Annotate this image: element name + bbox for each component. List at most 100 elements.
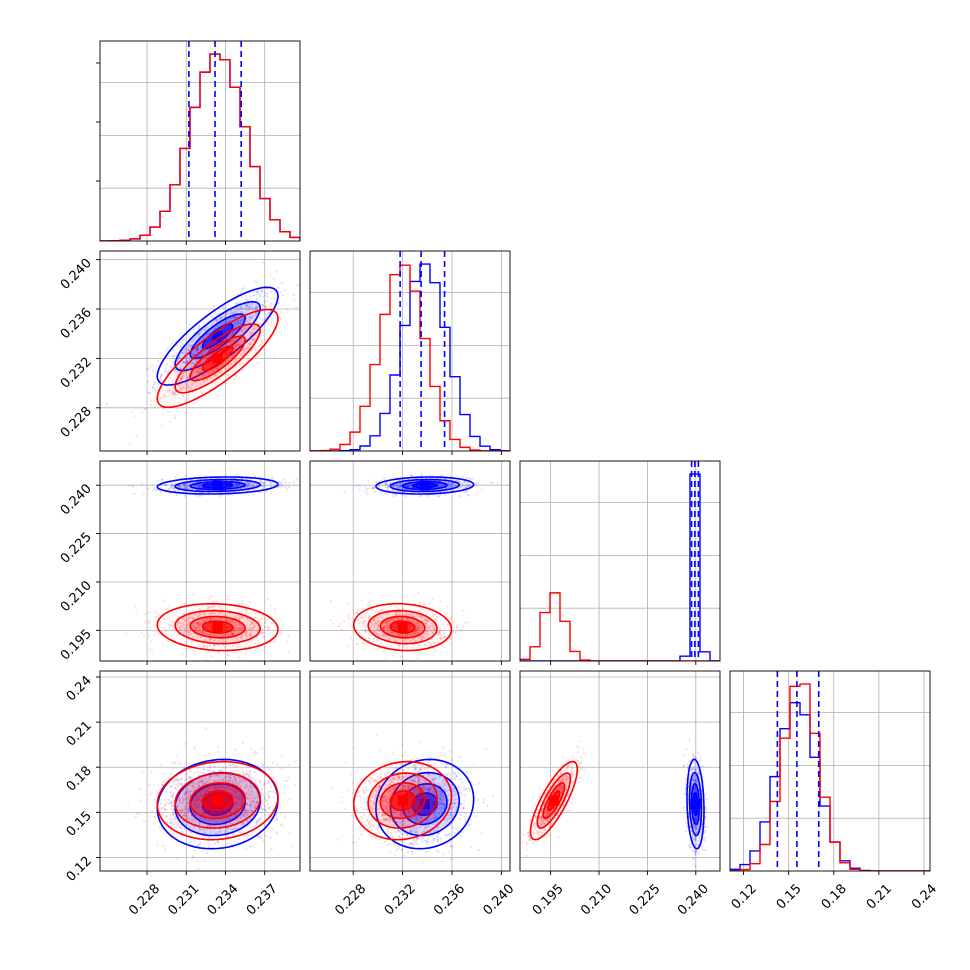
scatter-point bbox=[183, 400, 187, 403]
scatter-point bbox=[253, 331, 256, 334]
scatter-point bbox=[152, 487, 155, 490]
scatter-point bbox=[201, 631, 204, 634]
scatter-point bbox=[178, 621, 181, 624]
scatter-point bbox=[171, 391, 174, 394]
scatter-point bbox=[188, 397, 191, 400]
scatter-point bbox=[409, 484, 412, 487]
scatter-point bbox=[197, 371, 200, 374]
scatter-point bbox=[198, 325, 201, 328]
scatter-point bbox=[206, 371, 209, 374]
scatter-point bbox=[256, 630, 259, 633]
scatter-point bbox=[219, 605, 222, 608]
scatter-point bbox=[199, 371, 202, 375]
scatter-point bbox=[140, 483, 143, 486]
scatter-point bbox=[450, 485, 453, 488]
scatter-point bbox=[231, 633, 234, 636]
scatter-point bbox=[261, 631, 264, 634]
scatter-point bbox=[343, 491, 346, 494]
scatter-point bbox=[254, 348, 257, 351]
scatter-point bbox=[191, 353, 194, 356]
scatter-point bbox=[463, 481, 466, 484]
scatter-point bbox=[182, 483, 185, 486]
scatter-point bbox=[206, 332, 209, 335]
scatter-point bbox=[447, 486, 451, 489]
scatter-point bbox=[238, 623, 241, 627]
scatter-point bbox=[214, 612, 217, 616]
scatter-point bbox=[160, 400, 163, 404]
scatter-point bbox=[199, 484, 202, 488]
scatter-point bbox=[305, 294, 307, 296]
scatter-point bbox=[207, 607, 210, 610]
scatter-point bbox=[219, 633, 222, 637]
scatter-point bbox=[200, 613, 203, 616]
scatter-point bbox=[406, 484, 409, 487]
density-peak bbox=[419, 480, 430, 491]
scatter-point bbox=[439, 493, 443, 496]
scatter-point bbox=[274, 483, 278, 486]
scatter-point bbox=[156, 359, 159, 362]
scatter-point bbox=[265, 619, 268, 622]
scatter-point bbox=[230, 637, 233, 640]
scatter-point bbox=[222, 306, 225, 309]
scatter-point bbox=[239, 319, 243, 322]
scatter-point bbox=[234, 325, 237, 328]
scatter-point bbox=[196, 622, 199, 625]
scatter-point bbox=[270, 476, 274, 479]
scatter-point bbox=[160, 478, 164, 481]
scatter-point bbox=[167, 606, 170, 609]
scatter-point bbox=[161, 396, 164, 399]
scatter-point bbox=[347, 644, 350, 647]
scatter-point bbox=[186, 358, 189, 361]
scatter-point bbox=[184, 349, 188, 352]
scatter-point bbox=[397, 485, 401, 488]
scatter-point bbox=[449, 484, 452, 488]
scatter-point bbox=[262, 632, 265, 635]
scatter-point bbox=[184, 601, 187, 605]
scatter-point bbox=[451, 484, 454, 487]
scatter-point bbox=[171, 625, 174, 629]
scatter-point bbox=[187, 376, 190, 380]
scatter-point bbox=[253, 475, 257, 478]
scatter-point bbox=[204, 328, 207, 331]
scatter-point bbox=[386, 484, 389, 487]
scatter-point bbox=[208, 639, 212, 642]
scatter-point bbox=[236, 600, 239, 603]
scatter-point bbox=[195, 626, 198, 629]
scatter-point bbox=[233, 349, 236, 352]
scatter-point bbox=[187, 379, 190, 382]
scatter-point bbox=[450, 482, 453, 485]
scatter-point bbox=[181, 617, 184, 620]
scatter-point bbox=[367, 479, 370, 482]
scatter-point bbox=[280, 632, 283, 635]
scatter-point bbox=[213, 639, 216, 642]
scatter-point bbox=[231, 631, 234, 635]
scatter-point bbox=[204, 638, 207, 641]
scatter-point bbox=[198, 370, 201, 373]
contours-series-0 bbox=[156, 476, 279, 495]
scatter-point bbox=[263, 621, 266, 625]
scatter-point bbox=[275, 270, 278, 273]
scatter-point bbox=[220, 363, 224, 366]
scatter-point bbox=[248, 305, 251, 308]
contour-level bbox=[156, 308, 279, 409]
scatter-point bbox=[209, 339, 212, 342]
scatter-point bbox=[187, 376, 190, 379]
scatter-point bbox=[251, 639, 254, 642]
scatter-point bbox=[358, 484, 361, 487]
scatter-point bbox=[382, 650, 386, 653]
scatter-point bbox=[198, 333, 201, 336]
scatter-point bbox=[195, 358, 198, 362]
scatter-point bbox=[208, 347, 211, 350]
scatter-point bbox=[207, 371, 210, 374]
scatter-point bbox=[260, 484, 263, 487]
scatter-point bbox=[221, 599, 224, 602]
scatter-point bbox=[196, 349, 199, 352]
scatter-point bbox=[196, 348, 199, 351]
scatter-point bbox=[189, 355, 192, 358]
scatter-point bbox=[162, 599, 166, 602]
scatter-point bbox=[286, 322, 289, 325]
scatter-point bbox=[169, 486, 172, 489]
scatter-point bbox=[261, 628, 264, 631]
scatter-point bbox=[238, 622, 241, 625]
scatter-point bbox=[383, 477, 386, 480]
